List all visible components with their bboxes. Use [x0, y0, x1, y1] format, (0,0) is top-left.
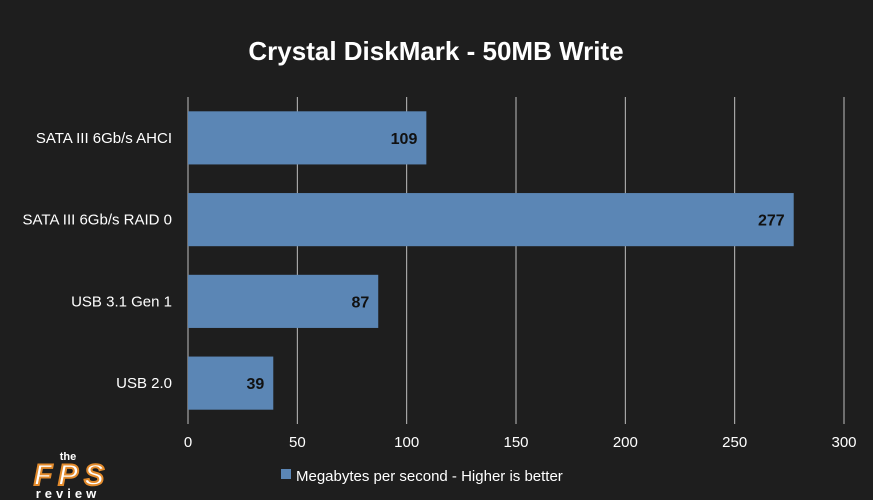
x-tick-label: 250 [722, 434, 747, 451]
x-tick-label: 100 [394, 434, 419, 451]
logo-review: review [36, 486, 100, 500]
category-labels: SATA III 6Gb/s AHCI SATA III 6Gb/s RAID 0… [23, 130, 173, 392]
bars: 109 277 87 39 [188, 111, 794, 410]
bar [188, 356, 274, 410]
x-tick-label: 0 [184, 434, 192, 451]
legend-swatch [281, 469, 291, 479]
legend-label: Megabytes per second - Higher is better [296, 468, 563, 485]
category-label: USB 3.1 Gen 1 [71, 293, 172, 310]
x-tick-label: 150 [503, 434, 528, 451]
data-label: 109 [391, 131, 418, 148]
data-label: 87 [351, 294, 369, 311]
bar [188, 111, 427, 165]
data-label: 39 [246, 376, 264, 393]
x-tick-label: 50 [289, 434, 306, 451]
data-label: 277 [758, 213, 785, 230]
category-label: SATA III 6Gb/s RAID 0 [23, 212, 173, 229]
logo-fps: FPS [34, 459, 110, 492]
bar [188, 274, 379, 328]
bar [188, 193, 794, 247]
chart-title: Crystal DiskMark - 50MB Write [248, 36, 623, 66]
category-label: SATA III 6Gb/s AHCI [36, 130, 172, 147]
category-label: USB 2.0 [116, 375, 172, 392]
legend: Megabytes per second - Higher is better [281, 468, 563, 485]
fps-review-logo: the FPS review [33, 451, 110, 500]
x-tick-label: 200 [613, 434, 638, 451]
logo-the: the [60, 451, 77, 463]
x-axis-ticks: 0 50 100 150 200 250 300 [184, 434, 857, 451]
x-tick-label: 300 [831, 434, 856, 451]
